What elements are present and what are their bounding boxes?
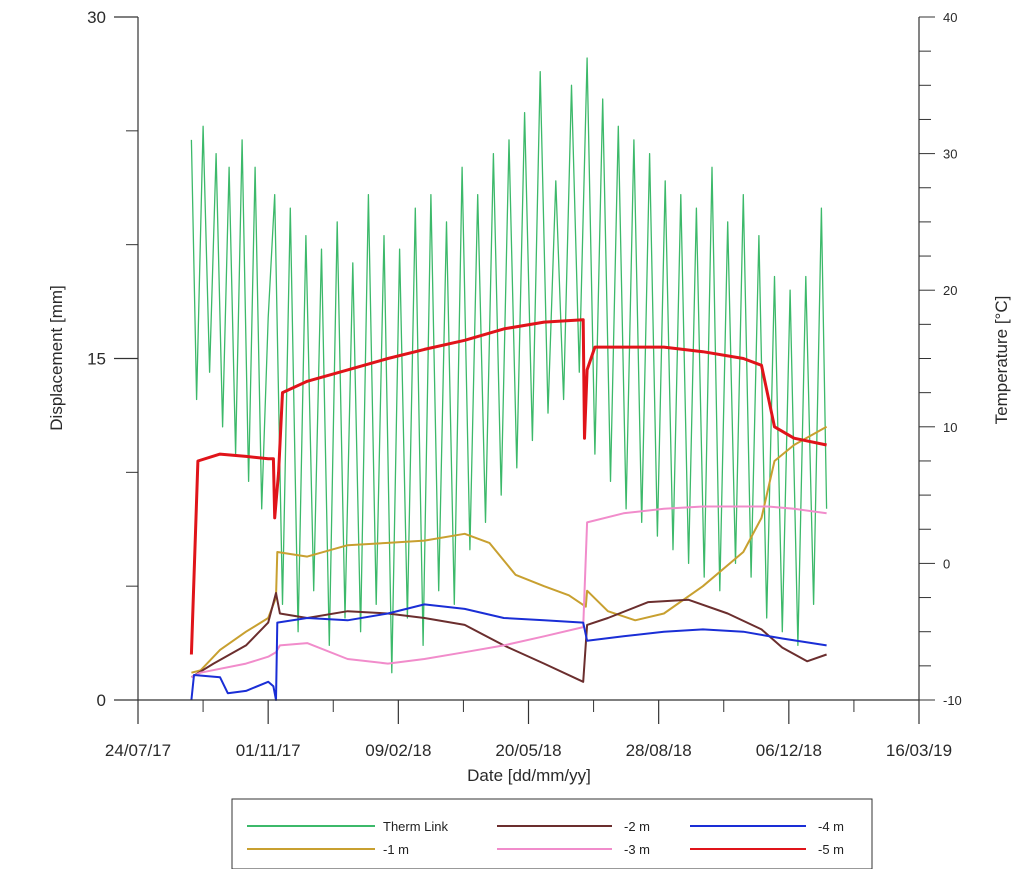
x-tick-label: 24/07/17 — [105, 741, 171, 760]
legend-label-5-m: -5 m — [818, 842, 844, 857]
y2-tick-label: -10 — [943, 693, 962, 708]
y-tick-label: 15 — [87, 350, 106, 369]
series-layer — [189, 57, 828, 701]
y-tick-label: 0 — [97, 691, 106, 710]
x-axis-title: Date [dd/mm/yy] — [467, 766, 591, 785]
axes-layer: 0 15 30 -10 0 10 20 30 40 24/07/17 01/11/17 09/02/1… — [87, 8, 962, 760]
legend-label-therm-link: Therm Link — [383, 819, 449, 834]
x-tick-label: 09/02/18 — [365, 741, 431, 760]
y2-axis-title: Temperature [°C] — [992, 296, 1011, 425]
legend: Therm Link -2 m -4 m -1 m -3 m -5 m — [231, 798, 873, 869]
series-line-5-m — [189, 318, 827, 655]
y2-tick-label: 30 — [943, 147, 957, 162]
x-tick-label: 28/08/18 — [626, 741, 692, 760]
y2-tick-label: 40 — [943, 10, 957, 25]
series-line-4-m — [190, 603, 827, 701]
x-tick-label: 06/12/18 — [756, 741, 822, 760]
x-tick-label: 01/11/17 — [236, 741, 301, 760]
y2-tick-label: 10 — [943, 420, 957, 435]
x-tick-label: 20/05/18 — [495, 741, 561, 760]
legend-label-2-m: -2 m — [624, 819, 650, 834]
y2-tick-label: 20 — [943, 283, 957, 298]
series-line-1-m — [191, 425, 828, 674]
y2-tick-label: 0 — [943, 556, 950, 571]
legend-label-1-m: -1 m — [383, 842, 409, 857]
legend-label-4-m: -4 m — [818, 819, 844, 834]
series-line-3-m — [190, 505, 827, 679]
x-tick-label: 16/03/19 — [886, 741, 952, 760]
y-axis-title: Displacement [mm] — [47, 285, 66, 430]
legend-label-3-m: -3 m — [624, 842, 650, 857]
legend-box — [231, 798, 873, 869]
series-line-2-m — [190, 592, 827, 683]
y-tick-label: 30 — [87, 8, 106, 27]
series-line-therm-link — [190, 57, 828, 674]
